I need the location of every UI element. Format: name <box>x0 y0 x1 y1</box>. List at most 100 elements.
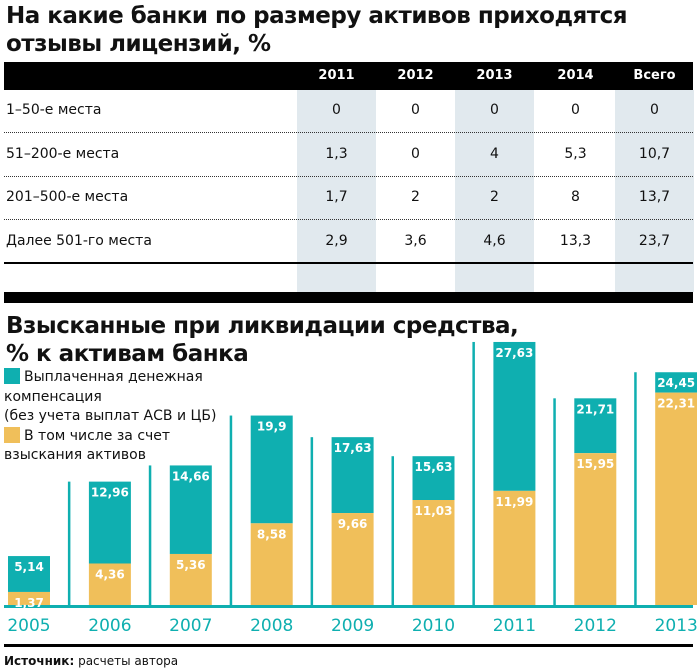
bar-total <box>169 465 212 554</box>
source-note: Источник: расчеты автора <box>4 654 178 668</box>
x-tick-label: 2009 <box>331 616 374 636</box>
x-tick-label: 2012 <box>574 616 617 636</box>
table-header: 2011 2012 2013 2014 Всего <box>4 62 693 90</box>
column-shade <box>615 90 694 292</box>
bar-label-total: 27,63 <box>495 346 533 360</box>
table-cell: 13,3 <box>559 232 592 249</box>
table-cell: 23,7 <box>638 232 671 249</box>
divider-line <box>67 481 71 605</box>
divider-line <box>553 398 556 605</box>
divider-line <box>472 341 475 605</box>
table-cell: 5,3 <box>564 145 587 162</box>
bar-label-total: 5,14 <box>14 560 44 574</box>
bar-total <box>655 372 697 393</box>
bar-total <box>412 456 455 500</box>
column-header: 2014 <box>557 68 594 83</box>
table-title: На какие банки по размеру активов приход… <box>6 2 628 58</box>
x-tick-label: 2011 <box>493 616 536 636</box>
legend-text: компенсация <box>4 388 102 405</box>
table-cell: 1,3 <box>325 145 348 162</box>
table-cell: 2 <box>411 189 420 205</box>
table-cell: 0 <box>490 102 499 118</box>
bar-total <box>250 415 293 524</box>
table-row: Далее 501-го места 2,9 3,6 4,6 13,3 23,7 <box>4 221 693 264</box>
chart-title: Взысканные при ликвидации средства, % к … <box>6 312 519 368</box>
table-cell: 0 <box>650 102 659 118</box>
bar-recovered <box>412 499 455 605</box>
column-header: 2012 <box>397 68 434 83</box>
bar-total <box>493 341 536 491</box>
chart-title-line: % к активам банка <box>6 341 249 367</box>
table-cell: 4 <box>490 145 499 162</box>
table-cell: 0 <box>571 102 580 118</box>
table-row: 201–500-е места 1,7 2 2 8 13,7 <box>4 177 693 220</box>
bar-label-recovered: 9,66 <box>338 517 368 531</box>
column-shade <box>297 90 376 292</box>
table-cell: 4,6 <box>483 232 506 249</box>
table-cell: 10,7 <box>638 145 671 162</box>
bar-recovered <box>8 591 50 605</box>
bar-recovered <box>88 563 131 605</box>
x-tick-label: 2008 <box>250 616 293 636</box>
row-label: 1–50-е места <box>6 102 102 118</box>
legend-swatch-teal <box>4 368 20 384</box>
legend-text: (без учета выплат АСВ и ЦБ) <box>4 408 217 424</box>
table-cell: 0 <box>411 145 420 162</box>
table-cell: 13,7 <box>638 189 671 205</box>
bar-recovered <box>493 490 536 605</box>
column-header: 2011 <box>318 68 355 83</box>
divider-line <box>148 465 152 605</box>
table-title-line: отзывы лицензий, % <box>6 31 271 57</box>
bar-label-total: 21,71 <box>576 402 614 416</box>
bar-total <box>88 481 131 564</box>
table-title-line: На какие банки по размеру активов приход… <box>6 3 628 29</box>
divider-line <box>391 456 394 605</box>
x-tick-label: 2010 <box>412 616 455 636</box>
divider-line <box>634 372 637 605</box>
legend-text: Выплаченная денежная <box>24 369 203 385</box>
bar-label-total: 19,9 <box>257 420 287 434</box>
legend-text: взыскания активов <box>4 447 146 463</box>
bar-label-total: 24,45 <box>657 376 695 390</box>
chart-legend: Выплаченная денежная компенсация (без уч… <box>4 368 216 466</box>
x-tick-label: 2006 <box>88 616 131 636</box>
row-label: 201–500-е места <box>6 189 129 205</box>
table-cell: 2,9 <box>325 232 348 249</box>
bar-recovered <box>331 513 374 605</box>
x-axis-line <box>4 605 693 608</box>
bar-label-recovered: 15,95 <box>576 457 614 471</box>
recovered-funds-chart: 5,14 1,37 2005 12,96 4,36 2006 14,66 5,36 2007 19… <box>4 341 697 636</box>
chart-title-line: Взысканные при ликвидации средства, <box>6 313 519 339</box>
column-header: 2013 <box>476 68 513 83</box>
footer-rule <box>4 644 693 647</box>
bar-label-recovered: 8,58 <box>257 527 287 541</box>
column-shade <box>455 90 534 292</box>
divider-line <box>229 415 233 605</box>
table-row: 51–200-е места 1,3 0 4 5,3 10,7 <box>4 134 693 177</box>
bar-label-total: 12,96 <box>91 486 129 500</box>
legend-swatch-yellow <box>4 426 20 443</box>
row-label: 51–200-е места <box>6 145 120 162</box>
bar-total <box>331 437 374 514</box>
bar-total <box>8 556 50 592</box>
table-cell: 2 <box>490 189 499 205</box>
table-cell: 3,6 <box>404 232 427 249</box>
bar-recovered <box>250 523 293 605</box>
bar-label-recovered: 11,99 <box>495 495 533 509</box>
x-tick-label: 2013 <box>655 616 697 636</box>
divider-line <box>310 437 314 605</box>
bar-total <box>574 398 617 454</box>
bar-label-recovered: 22,31 <box>657 397 695 411</box>
bar-label-total: 17,63 <box>334 441 372 455</box>
table-row: 1–50-е места 0 0 0 0 0 <box>4 90 693 133</box>
table-cell: 0 <box>332 102 341 118</box>
bar-label-total: 14,66 <box>172 469 210 483</box>
table-cell: 0 <box>411 102 420 118</box>
bar-recovered <box>655 392 697 605</box>
table-cell: 1,7 <box>325 189 348 205</box>
bar-recovered <box>169 553 212 605</box>
bar-recovered <box>574 453 617 605</box>
row-label: Далее 501-го места <box>6 232 152 249</box>
source-label: Источник: <box>4 654 75 668</box>
x-tick-label: 2007 <box>169 616 212 636</box>
